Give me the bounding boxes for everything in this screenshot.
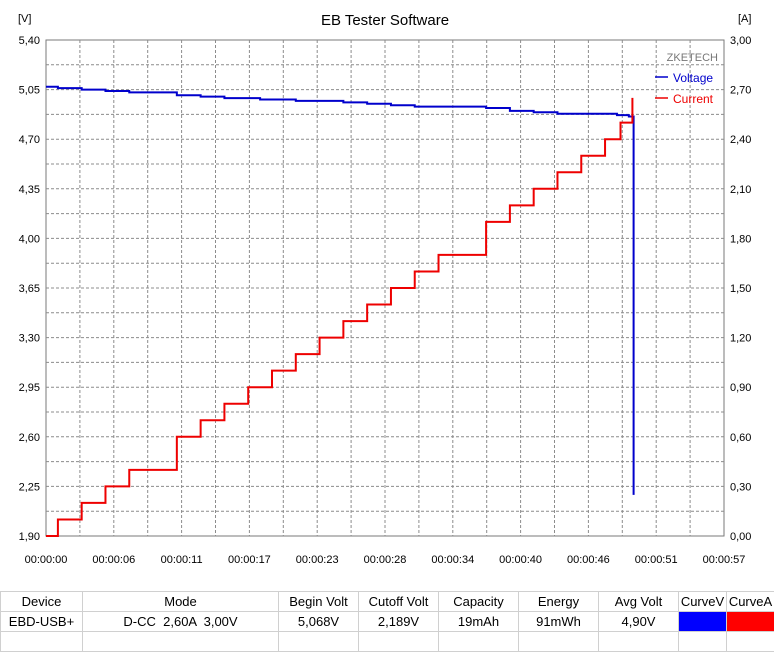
summary-table: Device Mode Begin Volt Cutoff Volt Capac… <box>0 591 774 648</box>
right-tick-label: 2,10 <box>730 184 751 196</box>
left-tick-label: 4,70 <box>19 134 40 146</box>
right-tick-label: 2,70 <box>730 85 751 97</box>
cell-energy: 91mWh <box>519 612 599 632</box>
x-tick-label: 00:00:28 <box>364 554 407 566</box>
cell-cutoff-volt: 2,189V <box>359 612 439 632</box>
x-tick-label: 00:00:11 <box>161 554 203 566</box>
left-tick-label: 5,05 <box>19 85 40 97</box>
voltage-legend-label: Voltage <box>673 71 713 85</box>
cell-device: EBD-USB+ <box>1 612 83 632</box>
left-tick-label: 2,60 <box>19 432 40 444</box>
current-legend-label: Current <box>673 92 714 106</box>
chart: EB Tester Software [V] [A] 5,40 5,05 4,70 4… <box>0 0 774 591</box>
header-curve-v: CurveV <box>679 592 727 612</box>
right-tick-label: 0,90 <box>730 382 751 394</box>
left-axis: 5,40 5,05 4,70 4,35 4,00 3,65 3,30 2,95 2,60 2,25… <box>19 35 40 543</box>
right-tick-label: 1,80 <box>730 233 751 245</box>
right-tick-label: 1,20 <box>730 333 751 345</box>
right-tick-label: 1,50 <box>730 283 751 295</box>
left-tick-label: 2,95 <box>19 382 40 394</box>
header-device: Device <box>1 592 83 612</box>
left-tick-label: 3,65 <box>19 283 40 295</box>
curve-a-color-swatch[interactable] <box>727 612 774 632</box>
x-tick-label: 00:00:23 <box>296 554 339 566</box>
x-tick-label: 00:00:06 <box>92 554 135 566</box>
right-tick-label: 2,40 <box>730 134 751 146</box>
left-tick-label: 4,00 <box>19 233 40 245</box>
x-tick-label: 00:00:57 <box>703 554 746 566</box>
right-axis: 3,00 2,70 2,40 2,10 1,80 1,50 1,20 0,90 0,60 0,30… <box>730 35 751 543</box>
summary-data-row[interactable]: EBD-USB+ D-CC 2,60A 3,00V 5,068V 2,189V … <box>1 612 774 632</box>
left-axis-unit: [V] <box>18 13 31 25</box>
left-tick-label: 5,40 <box>19 35 40 47</box>
cell-capacity: 19mAh <box>439 612 519 632</box>
chart-title: EB Tester Software <box>321 12 449 29</box>
right-tick-label: 0,60 <box>730 432 751 444</box>
x-tick-label: 00:00:51 <box>635 554 678 566</box>
curve-v-color-swatch[interactable] <box>679 612 727 632</box>
summary-empty-row <box>1 632 774 652</box>
right-tick-label: 0,00 <box>730 531 751 543</box>
left-tick-label: 1,90 <box>19 531 40 543</box>
header-curve-a: CurveA <box>727 592 774 612</box>
header-capacity: Capacity <box>439 592 519 612</box>
header-mode: Mode <box>83 592 279 612</box>
x-tick-label: 00:00:17 <box>228 554 271 566</box>
cell-mode: D-CC 2,60A 3,00V <box>83 612 279 632</box>
brand-label: ZKETECH <box>667 52 718 64</box>
right-tick-label: 3,00 <box>730 35 751 47</box>
x-tick-label: 00:00:00 <box>25 554 68 566</box>
summary-header-row: Device Mode Begin Volt Cutoff Volt Capac… <box>1 592 774 612</box>
x-axis: 00:00:00 00:00:06 00:00:11 00:00:17 00:00:23… <box>25 554 746 566</box>
x-tick-label: 00:00:46 <box>567 554 610 566</box>
left-tick-label: 2,25 <box>19 481 40 493</box>
header-energy: Energy <box>519 592 599 612</box>
header-avg-volt: Avg Volt <box>599 592 679 612</box>
left-tick-label: 4,35 <box>19 184 40 196</box>
left-tick-label: 3,30 <box>19 333 40 345</box>
x-tick-label: 00:00:40 <box>499 554 542 566</box>
right-axis-unit: [A] <box>738 13 751 25</box>
x-tick-label: 00:00:34 <box>431 554 474 566</box>
cell-begin-volt: 5,068V <box>279 612 359 632</box>
cell-avg-volt: 4,90V <box>599 612 679 632</box>
right-tick-label: 0,30 <box>730 481 751 493</box>
header-begin-volt: Begin Volt <box>279 592 359 612</box>
header-cutoff-volt: Cutoff Volt <box>359 592 439 612</box>
